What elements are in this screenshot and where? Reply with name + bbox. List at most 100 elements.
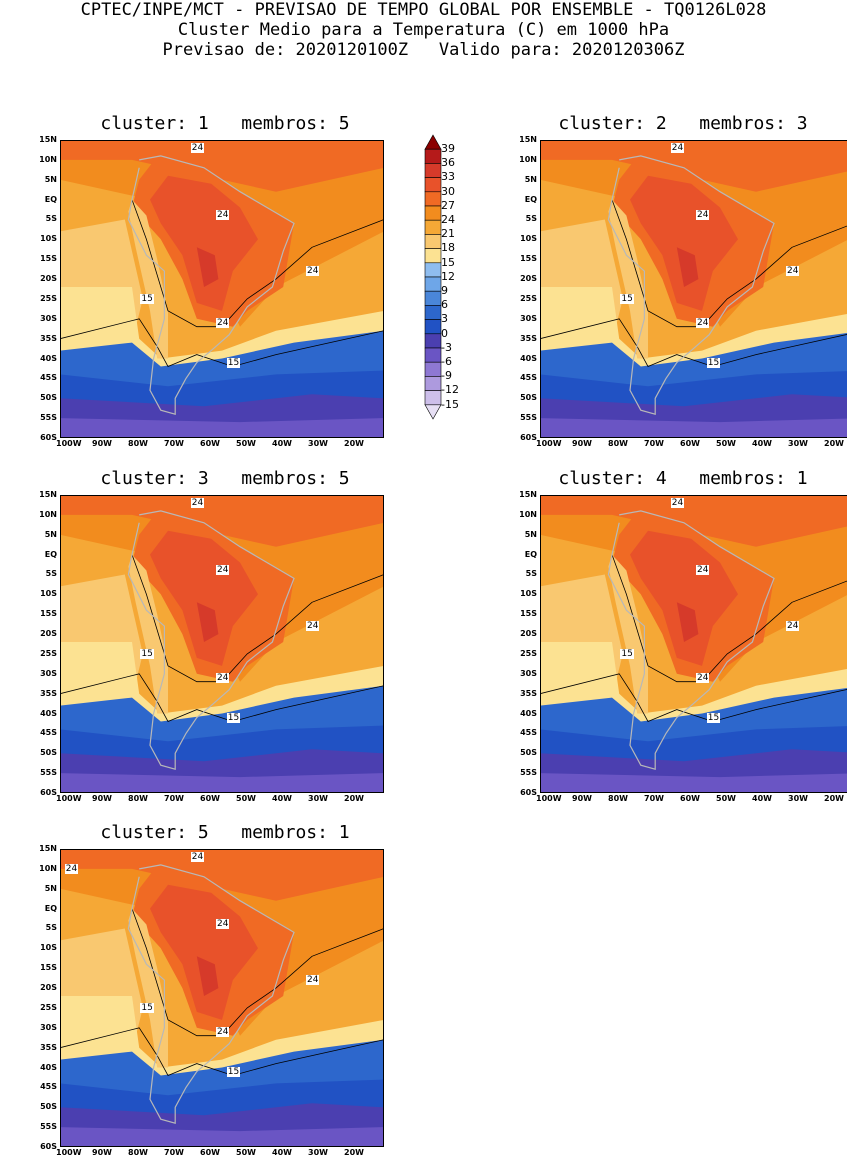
contour-label: 24: [306, 975, 320, 986]
lat-tick-label: 60S: [520, 433, 537, 442]
lat-tick-label: 15N: [39, 490, 57, 499]
lat-tick-label: 50S: [40, 748, 57, 758]
contour-label: 15: [140, 1002, 154, 1013]
lon-tick-label: 60W: [680, 794, 700, 803]
temperature-map-1: [60, 140, 384, 438]
colorbar-tick-label: 27: [441, 198, 455, 212]
colorbar-swatch: [424, 134, 442, 150]
lat-tick-label: 30S: [40, 1022, 57, 1032]
contour-15: [540, 673, 847, 723]
lat-tick-label: 25S: [520, 293, 537, 303]
lat-tick-label: 40S: [40, 353, 57, 363]
map-panel-3: 24 24 24 24 15 15 15N 10N 5N EQ 5S 10S 15S 20S 25S 30S 3…: [39, 490, 384, 803]
lat-tick-label: 15N: [519, 490, 537, 499]
colorbar-tick-label: 0: [441, 326, 448, 340]
lon-tick-label: 40W: [752, 439, 772, 448]
lat-tick-label: 55S: [520, 768, 537, 778]
temperature-map-3: [60, 495, 384, 793]
contour-label: 24: [216, 919, 230, 930]
colorbar-swatch: [424, 376, 442, 391]
contour-label: 24: [216, 672, 230, 683]
lon-tick-label: 70W: [164, 794, 184, 803]
lon-tick-label: 90W: [92, 794, 112, 803]
lat-tick-label: 5N: [44, 529, 57, 539]
lon-tick-label: 90W: [572, 794, 592, 803]
lat-tick-label: 30S: [40, 313, 57, 323]
map-frame: [540, 140, 847, 438]
colorbar-swatch: [424, 219, 442, 235]
lon-tick-label: 80W: [128, 439, 148, 448]
contour-15: [60, 1027, 384, 1077]
lat-tick-label: 10S: [40, 234, 57, 244]
lat-tick-label: EQ: [44, 549, 57, 559]
colorbar-swatch: [424, 148, 442, 164]
lat-tick-label: 5S: [45, 214, 57, 224]
lat-tick-label: 55S: [40, 1122, 57, 1132]
band-27-30: [540, 495, 847, 547]
contour-label: 15: [226, 1066, 241, 1077]
lat-tick-label: EQ: [524, 549, 537, 559]
lon-tick-label: 40W: [752, 794, 772, 803]
lon-tick-label: 80W: [608, 439, 628, 448]
panel-title-1: cluster: 1 membros: 5: [100, 113, 350, 134]
coastline: [127, 510, 295, 770]
contour-label: 24: [216, 317, 230, 328]
colorbar-swatch: [424, 177, 442, 193]
lat-tick-label: 15S: [40, 963, 57, 973]
lat-tick-label: 20S: [40, 983, 57, 993]
continent-30-33: [150, 175, 258, 311]
lon-tick-label: 40W: [272, 1148, 292, 1157]
contour-label: 24: [64, 863, 79, 874]
lat-tick-label: 60S: [40, 788, 57, 797]
contour-label: 15: [706, 357, 721, 368]
lat-tick-label: 60S: [40, 1142, 57, 1151]
lat-tick-label: 35S: [40, 333, 57, 343]
continent-33-36: [196, 247, 219, 287]
colorbar-swatch: [424, 305, 442, 320]
contour-label: 15: [140, 293, 154, 304]
lon-tick-label: 100W: [56, 1148, 82, 1157]
lon-tick-label: 30W: [788, 794, 808, 803]
colorbar-tick-label: 18: [441, 241, 455, 255]
lat-tick-label: 10S: [520, 589, 537, 599]
lat-tick-label: 5N: [524, 174, 537, 184]
colorbar-tick-label: 15: [441, 255, 455, 269]
lon-tick-label: 20W: [344, 439, 364, 448]
lat-tick-label: 20S: [520, 629, 537, 639]
lon-tick-label: 50W: [236, 1148, 256, 1157]
map-panel-2: 24 24 24 24 15 15 15N 10N 5N EQ 5S 10S 15S 20S 25S 30S 3…: [519, 135, 847, 448]
colorbar-tick-label: 12: [441, 269, 455, 283]
lon-tick-label: 60W: [680, 439, 700, 448]
colorbar-swatch: [424, 191, 442, 207]
lon-tick-label: 60W: [200, 1148, 220, 1157]
colorbar-tick-label: 39: [441, 142, 455, 155]
colorbar-swatch: [424, 234, 442, 249]
band-27-30: [60, 849, 384, 901]
colorbar-tick-label: -3: [441, 340, 452, 354]
lat-tick-label: 50S: [40, 1102, 57, 1112]
contour-label: 24: [306, 621, 320, 632]
contour-label: 24: [696, 565, 710, 576]
band-cold-3: [60, 773, 384, 793]
colorbar-tick-label: -6: [441, 355, 452, 368]
contour-label: 15: [140, 648, 154, 659]
contour-label: 24: [670, 497, 685, 508]
band-cold-3: [540, 773, 847, 793]
contour-label: 24: [216, 210, 230, 221]
colorbar-swatch: [424, 276, 442, 292]
temperature-map-5: [60, 849, 384, 1147]
lon-tick-label: 80W: [608, 794, 628, 803]
continent-30-33: [150, 530, 258, 666]
band-cold-3: [540, 418, 847, 438]
lat-tick-label: 5S: [45, 569, 57, 579]
lon-tick-label: 100W: [56, 439, 82, 448]
lat-tick-label: 15N: [39, 135, 57, 144]
lon-tick-label: 70W: [644, 794, 664, 803]
lat-tick-label: 45S: [520, 373, 537, 383]
colorbar-tick-label: 21: [441, 227, 455, 241]
lat-tick-label: 50S: [520, 748, 537, 758]
colorbar-swatch: [424, 248, 442, 264]
lat-tick-label: 15N: [519, 135, 537, 144]
coastline: [607, 510, 775, 770]
continent-33-36: [196, 602, 219, 642]
